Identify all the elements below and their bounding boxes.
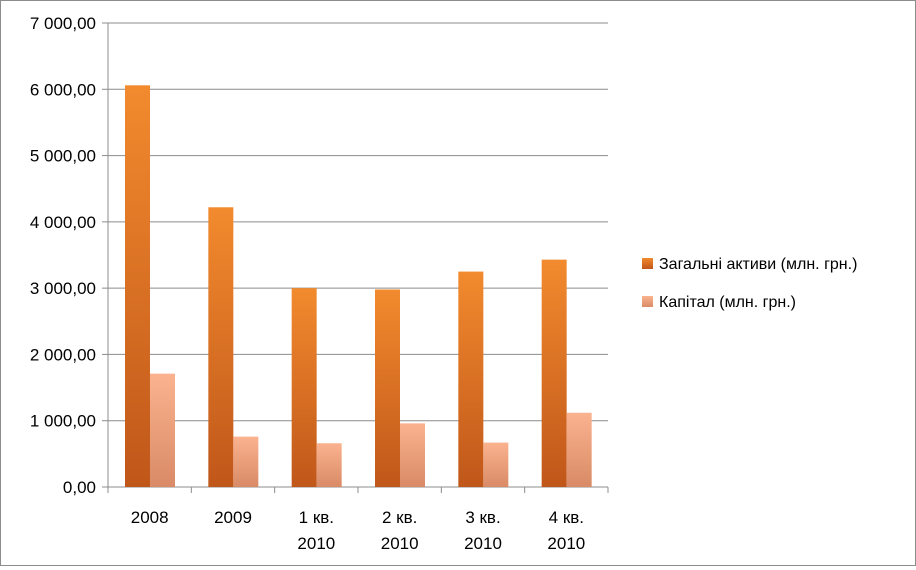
legend-swatch	[642, 296, 653, 307]
bar-total-assets	[541, 259, 567, 487]
x-tick-label: 2009	[214, 508, 252, 527]
legend-swatch	[642, 258, 653, 269]
bar-capital	[483, 442, 509, 487]
y-tick-label: 1 000,00	[30, 412, 96, 431]
bar-total-assets	[458, 271, 484, 487]
x-tick-label: 2008	[131, 508, 169, 527]
y-tick-label: 3 000,00	[30, 279, 96, 298]
y-tick-label: 2 000,00	[30, 345, 96, 364]
bar-total-assets	[291, 288, 317, 487]
x-tick-label: 4 кв.	[549, 508, 584, 527]
x-tick-label: 1 кв.	[299, 508, 334, 527]
y-tick-label: 6 000,00	[30, 80, 96, 99]
legend: Загальні активи (млн. грн.) Капітал (млн.…	[642, 256, 857, 311]
bar-capital	[233, 436, 259, 487]
y-tick-label: 0,00	[63, 478, 96, 497]
x-tick-label: 2010	[381, 534, 419, 553]
bar-capital	[400, 423, 425, 487]
bar-total-assets	[375, 289, 400, 487]
legend-label: Загальні активи (млн. грн.)	[659, 256, 857, 273]
bar-capital	[316, 443, 342, 487]
bar-capital	[150, 373, 175, 487]
x-tick-label: 2 кв.	[382, 508, 417, 527]
x-tick-label: 2010	[297, 534, 335, 553]
y-tick-label: 5 000,00	[30, 147, 96, 166]
legend-label: Капітал (млн. грн.)	[659, 294, 796, 311]
x-tick-label: 3 кв.	[465, 508, 500, 527]
bar-total-assets	[208, 207, 234, 487]
y-tick-label: 4 000,00	[30, 213, 96, 232]
gridlines	[108, 22, 608, 422]
x-tick-label: 2010	[547, 534, 585, 553]
bar-total-assets	[125, 85, 150, 488]
x-tick-label: 2010	[464, 534, 502, 553]
bars	[125, 85, 592, 488]
y-tick-label: 7 000,00	[30, 14, 96, 33]
tick-labels: 0,00 1 000,00 2 000,00 3 000,00 4 000,00 5 00…	[30, 14, 585, 553]
axes	[102, 22, 609, 493]
bar-capital	[566, 412, 592, 487]
